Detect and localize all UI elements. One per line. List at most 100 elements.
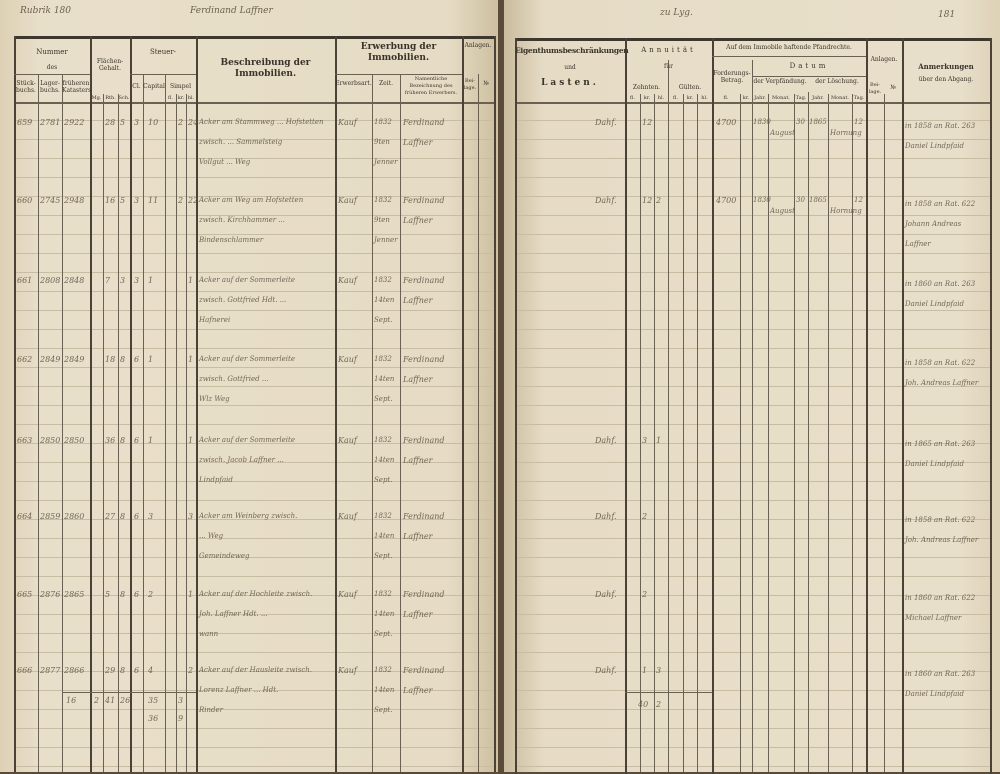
totals-rule xyxy=(62,692,196,693)
ruling-line xyxy=(14,215,494,216)
encumbrance: Dahf. xyxy=(595,512,617,521)
header-subrule xyxy=(335,74,462,75)
header-rule xyxy=(14,102,494,104)
tax-capital: 4 xyxy=(148,666,154,675)
header-simpel-hl: hl. xyxy=(187,95,195,101)
column-line xyxy=(683,94,684,772)
ruling-line xyxy=(14,557,494,558)
remark-line: in 1858 an Rat. 622 xyxy=(905,200,976,208)
header-zeit: Zeit. xyxy=(379,80,393,87)
header-cl: Cl. xyxy=(132,83,141,90)
description-line: Wlz Weg xyxy=(199,395,230,403)
header-beschreibung: Beschreibung der Immobilien. xyxy=(220,58,311,79)
tax-capital: 1 xyxy=(148,436,154,445)
header-capital: Capital xyxy=(143,83,165,90)
header-erwerbung: Erwerbung der Immobilien. xyxy=(360,42,437,63)
area-rth: 16 xyxy=(105,196,116,205)
lager-number: 2849 xyxy=(40,355,61,364)
ruling-line xyxy=(14,614,494,615)
area-sch: 8 xyxy=(120,355,126,364)
ruling-line xyxy=(14,633,494,634)
simpel-hl: 22 xyxy=(188,196,199,205)
ruling-line xyxy=(14,538,494,539)
pledge-year: 1830 xyxy=(753,196,771,204)
simpel-hl: 1 xyxy=(188,276,194,285)
description-line: Joh. Laffner Hdt. ... xyxy=(199,610,268,618)
header-nummer: Nummer xyxy=(36,48,68,56)
tax-capital: 1 xyxy=(148,276,154,285)
description-line: ... Weg xyxy=(199,532,224,540)
description-line: Acker auf der Sommerleite xyxy=(199,276,295,284)
column-line xyxy=(668,60,669,772)
header-area-sch: Sch. xyxy=(118,95,130,101)
tithe-hl: 3 xyxy=(656,666,662,675)
area-sch: 5 xyxy=(120,196,126,205)
acquisition-date: Sept. xyxy=(374,395,393,403)
kataster-number: 2865 xyxy=(64,590,85,599)
previous-owner: Ferdinand xyxy=(403,118,445,127)
remark-line: Daniel Lindpfaid xyxy=(905,142,964,150)
top-rule xyxy=(515,38,990,41)
ruling-line xyxy=(14,253,494,254)
kataster-number: 2866 xyxy=(64,666,85,675)
area-sch: 8 xyxy=(120,590,126,599)
area-rth: 5 xyxy=(105,590,111,599)
ruling-line xyxy=(14,348,494,349)
acquisition-date: 1832 xyxy=(374,512,392,520)
ruling-line xyxy=(14,709,494,710)
header-release-month: Monat. xyxy=(831,95,849,101)
remark-line: Daniel Lindpfaid xyxy=(905,300,964,308)
acquisition-type: Kauf xyxy=(338,666,357,675)
header-beilage: Bei-lage. xyxy=(463,78,477,91)
tax-class: 6 xyxy=(134,590,140,599)
kataster-number: 2850 xyxy=(64,436,85,445)
acquisition-type: Kauf xyxy=(338,118,357,127)
ruling-line xyxy=(14,766,494,767)
acquisition-type: Kauf xyxy=(338,355,357,364)
ruling-line xyxy=(14,481,494,482)
description-line: zwisch. Jacob Laffner ... xyxy=(199,456,284,464)
encumbrance: Dahf. xyxy=(595,436,617,445)
previous-owner: Laffner xyxy=(403,216,433,225)
tithe-kr: 1 xyxy=(642,666,648,675)
simpel-hl: 1 xyxy=(188,436,194,445)
header-steuer: Steuer- xyxy=(149,48,177,56)
remark-line: Joh. Andreas Laffner xyxy=(905,379,979,387)
kataster-number: 2848 xyxy=(64,276,85,285)
acquisition-date: Jenner xyxy=(374,158,398,166)
acquisition-date: 1832 xyxy=(374,666,392,674)
area-rth: 36 xyxy=(105,436,116,445)
acquisition-date: Sept. xyxy=(374,552,393,560)
tax-class: 6 xyxy=(134,436,140,445)
tax-class: 3 xyxy=(134,196,140,205)
acquisition-date: 9ten xyxy=(374,216,390,224)
acquisition-date: 1832 xyxy=(374,436,392,444)
acquisition-date: 1832 xyxy=(374,276,392,284)
header-lasten: Lasten. xyxy=(541,78,599,88)
acquisition-type: Kauf xyxy=(338,512,357,521)
header-anlagen-right: Anlagen. xyxy=(870,56,898,63)
claim-amount: 4700 xyxy=(716,118,737,127)
ruling-line xyxy=(14,595,494,596)
description-line: zwisch. Gottfried ... xyxy=(199,375,269,383)
remark-line: Michael Laffner xyxy=(905,614,962,622)
ruling-line xyxy=(14,139,494,140)
description-line: Lorenz Laffner ... Hdt. xyxy=(199,686,279,694)
header-und: und xyxy=(564,64,576,71)
column-border xyxy=(90,36,92,772)
previous-owner: Laffner xyxy=(403,456,433,465)
description-line: Gemeindeweg xyxy=(199,552,250,560)
release-month: Hornung xyxy=(830,207,862,215)
kataster-number: 2948 xyxy=(64,196,85,205)
header-release-year: Jahr. xyxy=(812,95,824,101)
header-nr: № xyxy=(483,80,489,87)
right-folio: 181 xyxy=(938,10,956,20)
column-border xyxy=(335,36,337,772)
header-flaechen: Flächen-Gehalt. xyxy=(96,58,124,72)
entry-number: 659 xyxy=(17,118,33,127)
previous-owner: Ferdinand xyxy=(403,590,445,599)
column-line xyxy=(143,74,144,772)
header-zehnten-hl: hl. xyxy=(657,95,665,101)
entry-number: 666 xyxy=(17,666,33,675)
description-line: Acker auf der Hochleite zwisch. xyxy=(199,590,313,598)
